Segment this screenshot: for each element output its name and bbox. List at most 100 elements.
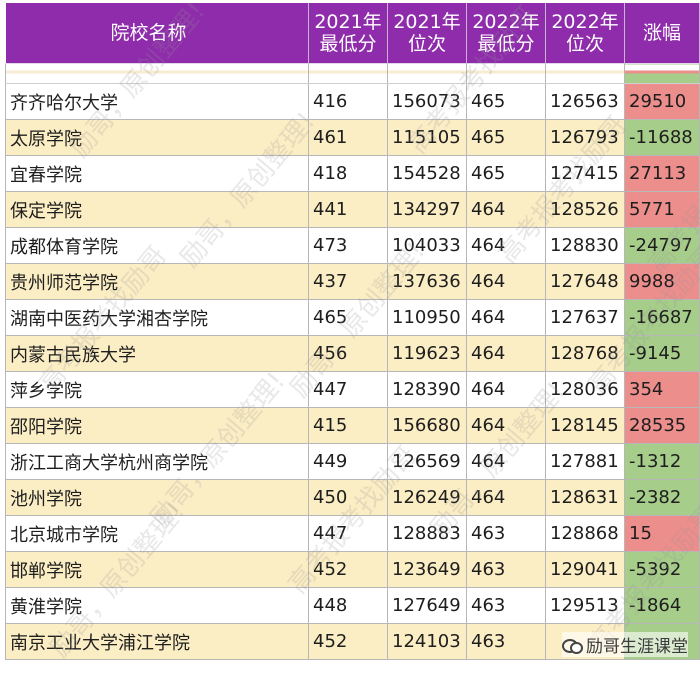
cell-min2022: 465 — [466, 83, 546, 120]
cell-rank2022: 127415 — [545, 155, 625, 192]
cell-rank2022: 129041 — [545, 551, 625, 588]
table-body: 齐齐哈尔大学 416 156073 465 126563 29510 太原学院 461 1151… — [5, 83, 700, 660]
university-score-table: 院校名称 2021年 最低分 2021年 位次 2022年 最低分 2022年 … — [5, 3, 700, 660]
cell-rank2022: 128830 — [545, 227, 625, 264]
cell-name: 池州学院 — [5, 479, 309, 516]
table-row: 内蒙古民族大学 456 119623 464 128768 -9145 — [5, 335, 700, 372]
table-row: 萍乡学院 447 128390 464 128036 354 — [5, 371, 700, 408]
cell-min2022: 464 — [466, 299, 546, 336]
cell-name: 宜春学院 — [5, 155, 309, 192]
cell-rank2022: 128526 — [545, 191, 625, 228]
cell-min2021: 473 — [308, 227, 388, 264]
cell-min2022: 465 — [466, 155, 546, 192]
table-row: 邵阳学院 415 156680 464 128145 28535 — [5, 407, 700, 444]
table-row: 太原学院 461 115105 465 126793 -11688 — [5, 119, 700, 156]
cell-name: 齐齐哈尔大学 — [5, 83, 309, 120]
cell-rank2021: 123649 — [387, 551, 467, 588]
cell-change: -2382 — [624, 479, 700, 516]
cell-rank2022: 128036 — [545, 371, 625, 408]
cell-change: -1864 — [624, 587, 700, 624]
cell-rank2021: 104033 — [387, 227, 467, 264]
header-rank-2021: 2021年 位次 — [387, 3, 467, 64]
cell-name: 北京城市学院 — [5, 515, 309, 552]
cell-rank2022: 127881 — [545, 443, 625, 480]
brand-logo-text: 励哥生涯课堂 — [586, 637, 688, 657]
cell-name: 太原学院 — [5, 119, 309, 156]
header-name: 院校名称 — [5, 3, 309, 64]
cell-rank2021: 126569 — [387, 443, 467, 480]
cell-change: -24797 — [624, 227, 700, 264]
cell-min2022: 464 — [466, 227, 546, 264]
cell-rank2021: 154528 — [387, 155, 467, 192]
cell-min2021: 452 — [308, 551, 388, 588]
cell-rank2021: 156073 — [387, 83, 467, 120]
header-rank-2022: 2022年 位次 — [545, 3, 625, 64]
cell-min2021: 456 — [308, 335, 388, 372]
cell-name: 贵州师范学院 — [5, 263, 309, 300]
cell-rank2021: 156680 — [387, 407, 467, 444]
cell-rank2022: 128868 — [545, 515, 625, 552]
cell-change: -1312 — [624, 443, 700, 480]
cell-min2022: 464 — [466, 443, 546, 480]
cell-min2021: 415 — [308, 407, 388, 444]
table-row: 齐齐哈尔大学 416 156073 465 126563 29510 — [5, 83, 700, 120]
table-row: 池州学院 450 126249 464 128631 -2382 — [5, 479, 700, 516]
cell-rank2021: 134297 — [387, 191, 467, 228]
cell-min2022: 464 — [466, 191, 546, 228]
cell-rank2021: 128883 — [387, 515, 467, 552]
cell-min2021: 448 — [308, 587, 388, 624]
cell-name: 成都体育学院 — [5, 227, 309, 264]
table-row: 宜春学院 418 154528 465 127415 27113 — [5, 155, 700, 192]
header-min-2022: 2022年 最低分 — [466, 3, 546, 64]
cell-rank2022: 127648 — [545, 263, 625, 300]
table-row: 邯郸学院 452 123649 463 129041 -5392 — [5, 551, 700, 588]
table-row: 成都体育学院 473 104033 464 128830 -24797 — [5, 227, 700, 264]
cell-rank2021: 124103 — [387, 623, 467, 660]
cell-rank2022: 126793 — [545, 119, 625, 156]
cell-min2022: 463 — [466, 551, 546, 588]
cell-rank2022: 128631 — [545, 479, 625, 516]
header-min-2021: 2021年 最低分 — [308, 3, 388, 64]
cell-min2022: 464 — [466, 371, 546, 408]
cell-rank2022: 126563 — [545, 83, 625, 120]
cell-min2022: 463 — [466, 515, 546, 552]
header-row: 院校名称 2021年 最低分 2021年 位次 2022年 最低分 2022年 … — [5, 3, 700, 64]
cell-rank2021: 127649 — [387, 587, 467, 624]
cell-change: 15 — [624, 515, 700, 552]
cell-min2022: 464 — [466, 407, 546, 444]
cell-name: 内蒙古民族大学 — [5, 335, 309, 372]
cell-rank2022: 128768 — [545, 335, 625, 372]
table-row: 保定学院 441 134297 464 128526 5771 — [5, 191, 700, 228]
cell-name: 南京工业大学浦江学院 — [5, 623, 309, 660]
cell-min2021: 437 — [308, 263, 388, 300]
cell-rank2021: 126249 — [387, 479, 467, 516]
table-row: 湖南中医药大学湘杏学院 465 110950 464 127637 -16687 — [5, 299, 700, 336]
cell-change: 9988 — [624, 263, 700, 300]
cell-change: 5771 — [624, 191, 700, 228]
cell-rank2021: 119623 — [387, 335, 467, 372]
cell-rank2022: 128145 — [545, 407, 625, 444]
cell-rank2022: 129513 — [545, 587, 625, 624]
cell-name: 浙江工商大学杭州商学院 — [5, 443, 309, 480]
cell-min2021: 452 — [308, 623, 388, 660]
cell-min2022: 463 — [466, 587, 546, 624]
cell-rank2022: 127637 — [545, 299, 625, 336]
wechat-icon — [562, 637, 583, 654]
cell-name: 萍乡学院 — [5, 371, 309, 408]
cell-min2022: 464 — [466, 335, 546, 372]
cell-name: 邵阳学院 — [5, 407, 309, 444]
cell-min2022: 463 — [466, 623, 546, 660]
cell-min2021: 465 — [308, 299, 388, 336]
cell-change: 354 — [624, 371, 700, 408]
cell-change: 27113 — [624, 155, 700, 192]
cell-min2021: 441 — [308, 191, 388, 228]
cell-min2022: 464 — [466, 479, 546, 516]
cell-name: 邯郸学院 — [5, 551, 309, 588]
cell-rank2021: 137636 — [387, 263, 467, 300]
cell-min2022: 465 — [466, 119, 546, 156]
cell-min2021: 449 — [308, 443, 388, 480]
cell-rank2021: 128390 — [387, 371, 467, 408]
cell-min2021: 461 — [308, 119, 388, 156]
table-row: 贵州师范学院 437 137636 464 127648 9988 — [5, 263, 700, 300]
